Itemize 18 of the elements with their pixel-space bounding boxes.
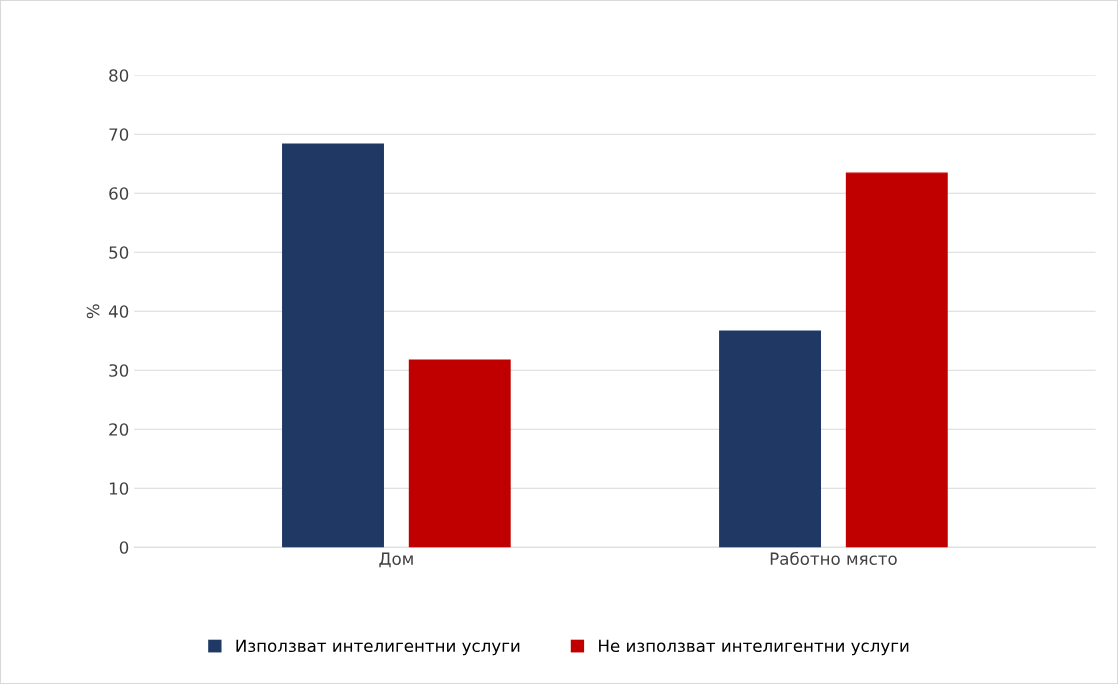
bar: [845, 172, 948, 548]
bar: [282, 143, 384, 548]
legend-label: Използват интелигентни услуги: [236, 639, 520, 656]
x-tick-label: Работно място: [770, 551, 897, 565]
y-tick-label: 30: [109, 364, 129, 377]
bar: [719, 330, 822, 548]
bar: [408, 359, 511, 548]
x-tick-label: Дом: [379, 552, 413, 568]
y-tick-label: 50: [109, 246, 129, 259]
y-tick-label: 80: [109, 69, 129, 82]
y-tick-label: 70: [109, 128, 129, 141]
legend-label: Не използват интелигентни услуги: [599, 639, 909, 656]
y-tick-label: 10: [109, 482, 129, 495]
y-tick-label: 20: [109, 423, 129, 436]
y-axis-title: %: [86, 304, 100, 319]
y-tick-label: 60: [109, 187, 129, 200]
y-tick-label: 0: [119, 541, 129, 554]
y-tick-label: 40: [108, 305, 129, 318]
